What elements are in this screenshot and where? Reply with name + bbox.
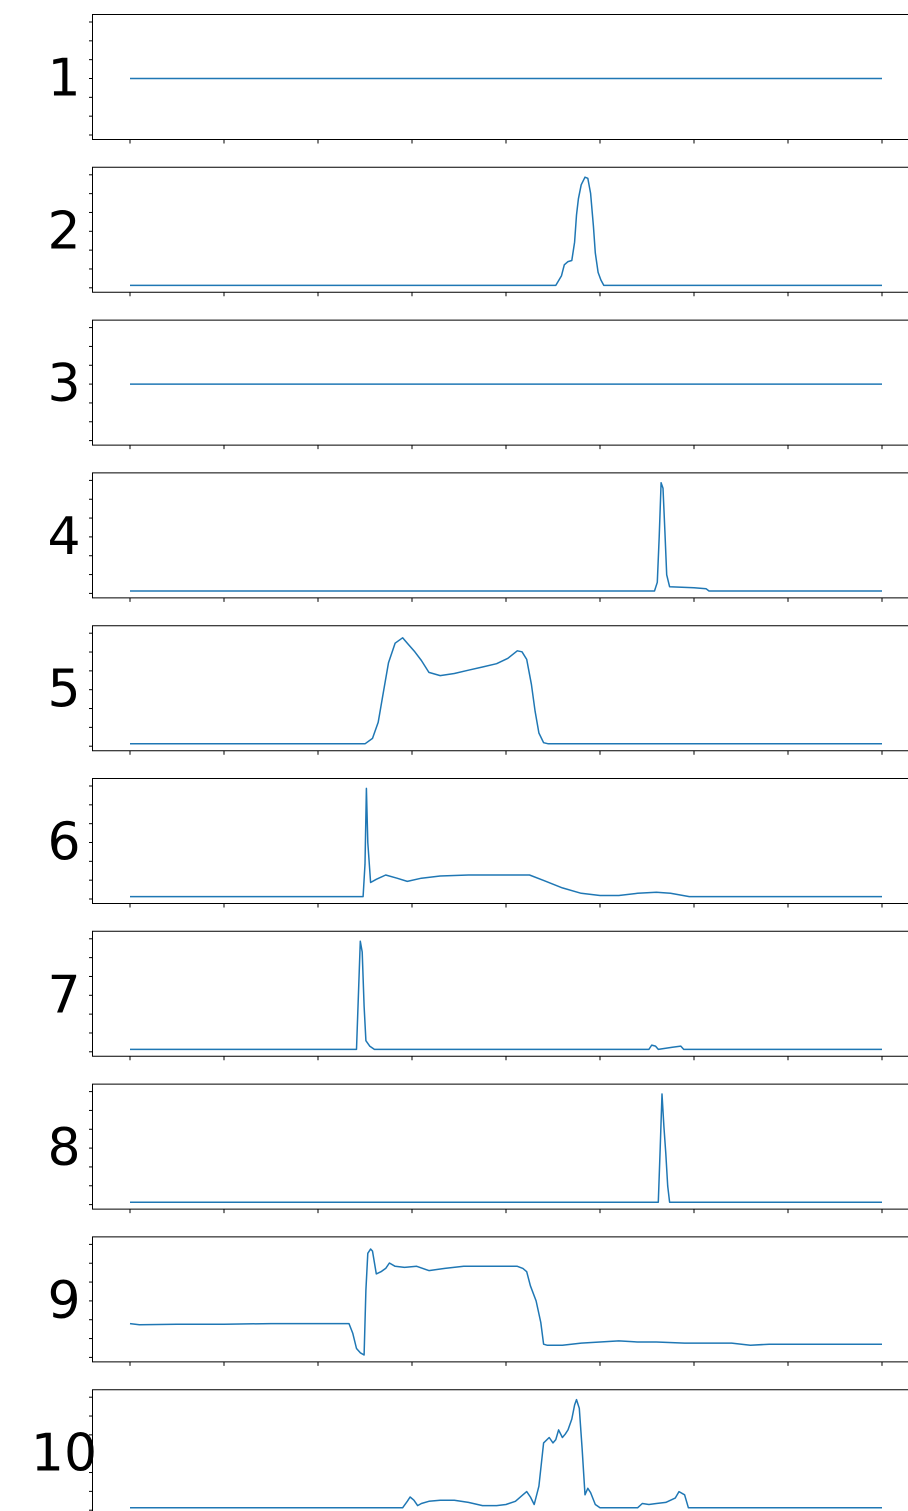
axes-frame [92,14,908,140]
axes-frame [92,166,908,293]
panel-3: 3 [47,319,908,450]
axes-frame [92,1389,908,1511]
panel-label: 2 [47,201,80,261]
panel-label: 9 [47,1271,80,1331]
panel-5: 5 [47,625,908,755]
series-line [130,1398,882,1509]
axes-frame [92,1083,908,1210]
series-line [130,940,882,1051]
panel-label: 3 [47,354,80,414]
panel-10: 10 [31,1389,908,1511]
panel-6: 6 [47,778,908,908]
axes-frame [92,472,908,599]
panel-9: 9 [47,1236,908,1366]
panel-7: 7 [47,930,908,1061]
series-line [130,787,882,898]
axes-frame [92,778,908,904]
panel-label: 8 [47,1118,80,1178]
series-line [129,1248,882,1356]
panel-8: 8 [47,1083,908,1214]
panel-label: 5 [47,660,80,720]
axes-frame [92,319,908,446]
axes-frame [92,625,908,752]
panel-1: 1 [47,14,908,144]
panel-label: 10 [31,1424,97,1484]
series-line [130,482,882,592]
panel-label: 1 [47,49,80,109]
panel-label: 6 [47,813,80,873]
panel-4: 4 [47,472,908,602]
axes-frame [92,930,908,1057]
panel-label: 4 [47,507,80,567]
series-line [130,176,882,287]
panel-2: 2 [47,166,908,297]
axes-frame [92,1236,908,1363]
series-line [130,637,882,745]
series-line [130,1093,882,1203]
panel-label: 7 [47,965,80,1025]
